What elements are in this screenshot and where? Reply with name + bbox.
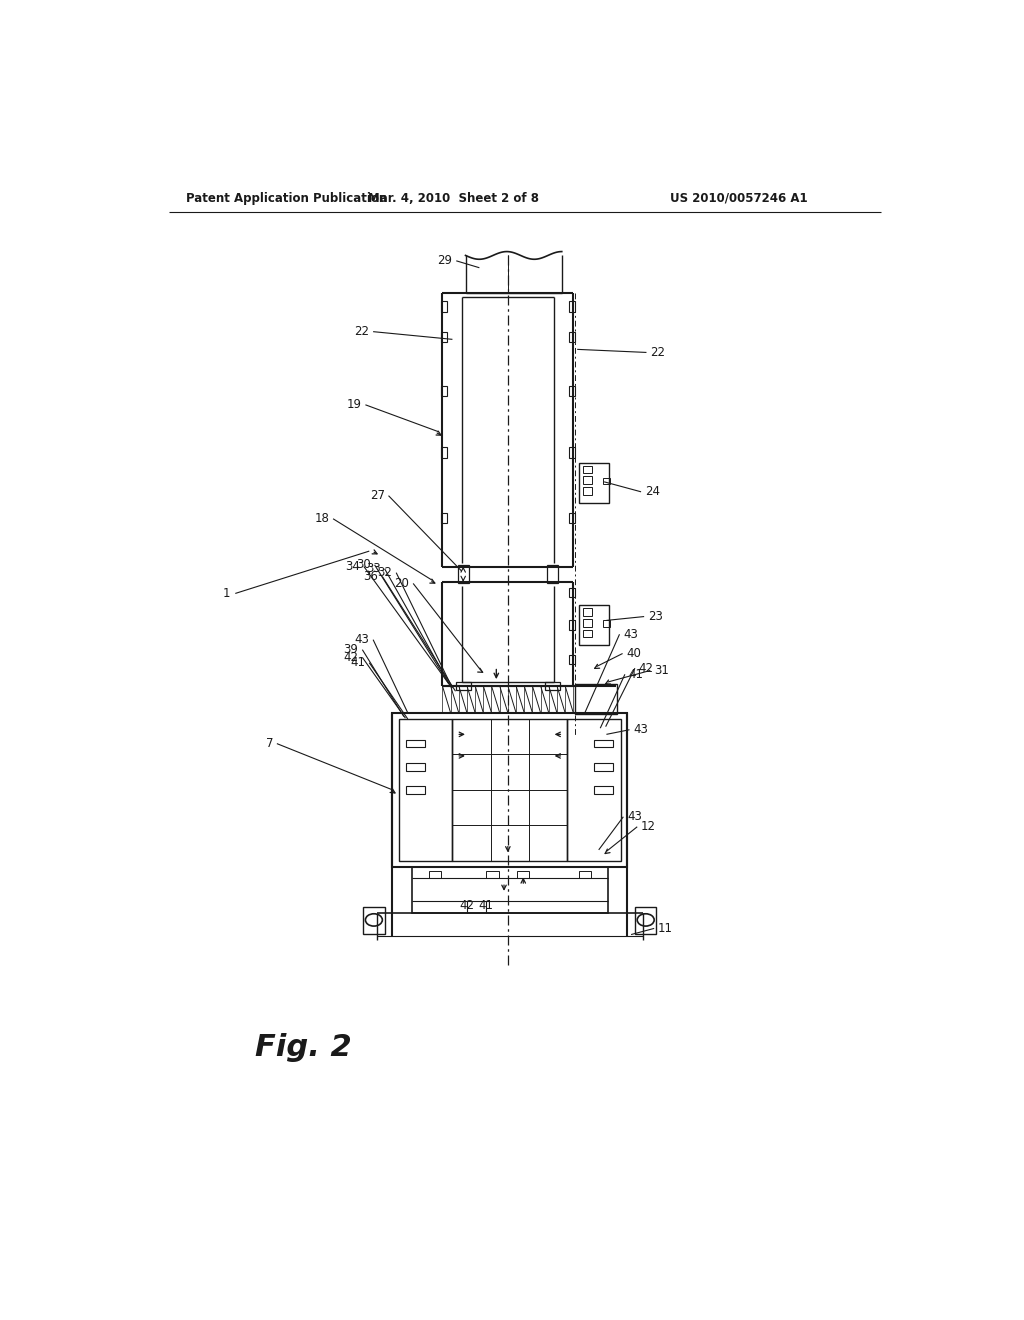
Text: 41: 41 <box>479 899 494 912</box>
Bar <box>583 466 592 474</box>
Bar <box>583 487 592 495</box>
Bar <box>429 871 441 878</box>
Bar <box>580 462 608 503</box>
Text: 32: 32 <box>378 566 392 579</box>
Bar <box>580 605 608 645</box>
Bar <box>568 447 574 458</box>
Text: 43: 43 <box>634 723 648 737</box>
Bar <box>568 620 574 630</box>
Text: 43: 43 <box>354 634 370 647</box>
Bar <box>567 719 621 861</box>
Text: 43: 43 <box>628 810 642 824</box>
Bar <box>441 512 447 524</box>
Text: 22: 22 <box>650 346 666 359</box>
Bar <box>441 385 447 396</box>
Text: 18: 18 <box>314 512 330 525</box>
Text: 27: 27 <box>370 490 385 502</box>
Text: 1: 1 <box>223 587 230 601</box>
Text: 33: 33 <box>366 562 381 576</box>
Text: 31: 31 <box>654 664 669 677</box>
Text: 7: 7 <box>265 737 273 750</box>
Text: 24: 24 <box>645 486 659 499</box>
Text: 23: 23 <box>648 610 663 623</box>
Bar <box>441 301 447 312</box>
Bar <box>545 682 560 689</box>
Text: 20: 20 <box>394 577 410 590</box>
Bar <box>568 331 574 342</box>
Text: 34: 34 <box>345 560 360 573</box>
Bar <box>568 385 574 396</box>
Bar <box>635 907 656 933</box>
Text: 39: 39 <box>344 643 358 656</box>
Bar <box>602 478 610 484</box>
Bar <box>583 619 592 627</box>
Bar <box>594 739 613 747</box>
Text: 36: 36 <box>364 570 379 583</box>
Text: 11: 11 <box>658 921 673 935</box>
Bar <box>602 620 610 627</box>
Text: Fig. 2: Fig. 2 <box>255 1034 352 1063</box>
Bar <box>412 867 608 913</box>
Text: US 2010/0057246 A1: US 2010/0057246 A1 <box>670 191 807 205</box>
Bar <box>398 719 453 861</box>
Bar <box>583 630 592 638</box>
Bar <box>453 719 567 861</box>
Text: 22: 22 <box>354 325 370 338</box>
Text: 43: 43 <box>624 628 638 640</box>
Bar <box>407 763 425 771</box>
Text: 19: 19 <box>346 399 361 412</box>
Bar <box>583 609 592 615</box>
Bar <box>441 331 447 342</box>
Bar <box>392 713 628 867</box>
Text: 30: 30 <box>356 558 371 572</box>
Bar <box>568 301 574 312</box>
Text: 41: 41 <box>350 656 366 669</box>
Text: 12: 12 <box>641 820 656 833</box>
Text: 29: 29 <box>437 255 453 268</box>
Bar <box>594 763 613 771</box>
Text: 42: 42 <box>639 661 653 675</box>
Bar <box>486 871 499 878</box>
Bar <box>441 447 447 458</box>
Text: 41: 41 <box>629 668 644 681</box>
Bar <box>407 739 425 747</box>
Bar <box>407 785 425 793</box>
Bar <box>568 589 574 598</box>
Text: 40: 40 <box>627 647 641 660</box>
Bar <box>568 512 574 524</box>
Text: 42: 42 <box>460 899 474 912</box>
Text: Patent Application Publication: Patent Application Publication <box>186 191 387 205</box>
Bar <box>547 565 558 583</box>
Bar <box>583 477 592 484</box>
Bar <box>574 684 617 714</box>
Bar <box>579 871 591 878</box>
Text: 42: 42 <box>343 651 358 664</box>
Bar <box>568 655 574 664</box>
Text: Mar. 4, 2010  Sheet 2 of 8: Mar. 4, 2010 Sheet 2 of 8 <box>369 191 540 205</box>
Bar <box>456 682 471 689</box>
Bar <box>364 907 385 933</box>
Bar <box>517 871 529 878</box>
Bar <box>458 565 469 583</box>
Bar <box>594 785 613 793</box>
